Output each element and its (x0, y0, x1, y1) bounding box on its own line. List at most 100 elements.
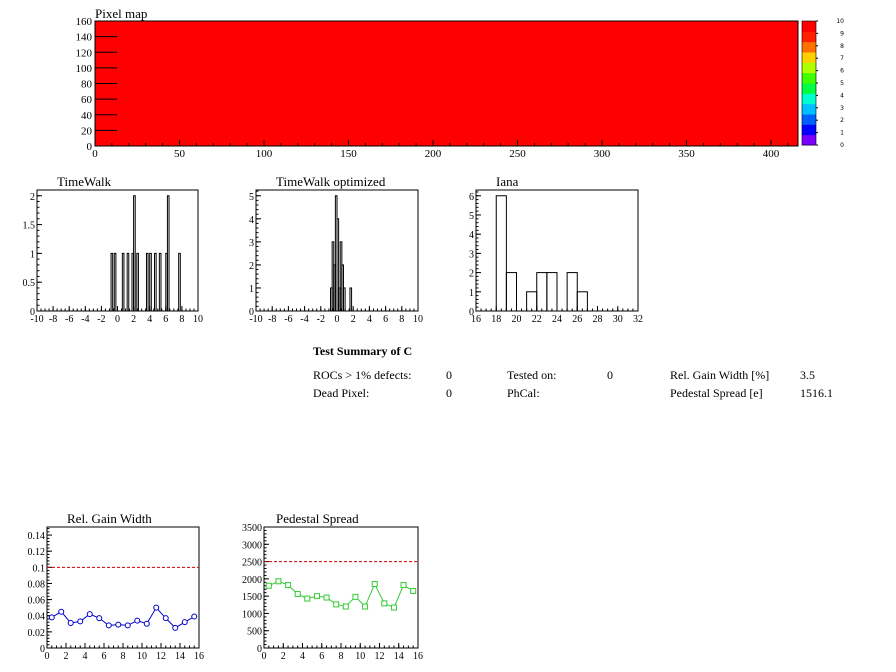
pixel-map-title: Pixel map (95, 6, 147, 21)
timewalk-x-tick-label: -8 (49, 314, 57, 325)
iana-bar (576, 291, 588, 312)
rel-gain-width-point (77, 618, 84, 625)
pixel-map-y-tick-label: 40 (81, 110, 93, 122)
timewalk-bar (110, 252, 114, 312)
timewalk-bar (121, 252, 125, 312)
pedestal-spread-point (304, 595, 311, 602)
summary-label-tested-on: Tested on: (507, 368, 557, 382)
palette-color-band (802, 93, 816, 105)
timewalk-bar (166, 195, 170, 312)
summary-value-rel-gain-width: 3.5 (800, 368, 815, 382)
rel-gain-width-y-tick-label: 0.06 (28, 596, 46, 607)
timewalk-optimized-bar (342, 287, 346, 312)
palette-tick-label: 8 (840, 43, 844, 50)
rel-gain-width-point (105, 622, 112, 629)
palette-tick-label: 10 (836, 18, 844, 25)
rel-gain-width-point (143, 620, 150, 627)
timewalk-bar (154, 252, 157, 312)
timewalk-y-tick-label: 0 (30, 307, 35, 318)
pedestal-spread-point (294, 591, 301, 598)
pixel-map-x-tick-label: 250 (509, 148, 526, 160)
pixel-map-x-tick-label: 100 (256, 148, 273, 160)
palette-tick-label: 5 (840, 80, 844, 87)
timewalk-optimized-x-tick-label: 10 (413, 314, 423, 325)
palette-color-band (802, 134, 816, 146)
summary-label-phcal: PhCal: (507, 386, 540, 400)
rel-gain-width-point (134, 617, 141, 624)
palette-color-band (802, 41, 816, 53)
timewalk-y-tick-label: 2 (30, 192, 35, 203)
pixel-map-y-tick-label: 160 (76, 16, 93, 28)
rel-gain-width-point (153, 604, 160, 611)
iana-x-tick-label: 16 (471, 314, 481, 325)
pedestal-spread-x-tick-label: 14 (394, 651, 404, 662)
pedestal-spread-point (362, 603, 369, 610)
pedestal-spread-y-tick-label: 0 (257, 644, 262, 655)
iana-bar (495, 195, 507, 312)
rel-gain-width-point (48, 614, 55, 621)
pixel-map-x-tick-label: 0 (92, 148, 98, 160)
pixel-map-x-tick-label: 350 (678, 148, 695, 160)
rel-gain-width-point (191, 613, 198, 620)
rel-gain-width-y-tick-label: 0.08 (28, 579, 46, 590)
timewalk-optimized-title: TimeWalk optimized (276, 174, 386, 189)
summary-label-pedestal-spread: Pedestal Spread [e] (670, 386, 763, 400)
iana-x-tick-label: 26 (572, 314, 582, 325)
timewalk-x-tick-label: -10 (30, 314, 43, 325)
timewalk-x-tick-label: -6 (65, 314, 73, 325)
summary-label-rel-gain-width: Rel. Gain Width [%] (670, 368, 770, 382)
pedestal-spread-x-tick-label: 4 (300, 651, 305, 662)
pedestal-spread-x-tick-label: 6 (319, 651, 324, 662)
palette-tick-label: 9 (840, 30, 844, 37)
pedestal-spread-point (265, 582, 272, 589)
summary-label-rocs-defects: ROCs > 1% defects: (313, 368, 412, 382)
pedestal-spread-x-tick-label: 8 (339, 651, 344, 662)
rel-gain-width-x-tick-label: 6 (102, 651, 107, 662)
rel-gain-width-point (124, 622, 131, 629)
timewalk-optimized-x-tick-label: 4 (367, 314, 372, 325)
timewalk-bar (126, 252, 130, 312)
rel-gain-width-y-tick-label: 0.12 (28, 547, 46, 558)
summary-value-rocs-defects: 0 (446, 368, 452, 382)
summary-label-dead-pixel: Dead Pixel: (313, 386, 370, 400)
rel-gain-width-point (162, 615, 169, 622)
summary-value-tested-on: 0 (607, 368, 613, 382)
timewalk-optimized-y-tick-label: 5 (249, 192, 254, 203)
timewalk-optimized-bar (336, 218, 340, 312)
iana-y-tick-label: 2 (469, 269, 474, 280)
palette-color-band (802, 21, 816, 32)
palette-tick-label: 6 (840, 68, 844, 75)
iana-title: Iana (496, 174, 519, 189)
timewalk-optimized-y-tick-label: 0 (249, 307, 254, 318)
palette-tick-label: 7 (840, 55, 844, 62)
iana-y-tick-label: 6 (469, 192, 474, 203)
timewalk-x-tick-label: -2 (97, 314, 105, 325)
iana-x-tick-label: 28 (593, 314, 603, 325)
pedestal-spread-x-tick-label: 10 (355, 651, 365, 662)
pedestal-spread-y-tick-label: 2500 (242, 558, 262, 569)
iana-x-tick-label: 30 (613, 314, 623, 325)
rel-gain-width-x-tick-label: 2 (64, 651, 69, 662)
pixel-map-x-tick-label: 200 (425, 148, 442, 160)
palette-color-band (802, 114, 816, 125)
timewalk-x-tick-label: 2 (131, 314, 136, 325)
pedestal-spread-x-tick-label: 16 (413, 651, 423, 662)
palette-tick-label: 0 (840, 142, 844, 149)
pixel-map-x-tick-label: 150 (340, 148, 357, 160)
iana-y-tick-label: 4 (469, 230, 474, 241)
rel-gain-width-point (58, 608, 65, 615)
timewalk-bar (133, 195, 136, 312)
rel-gain-width-point (86, 611, 93, 618)
timewalk-optimized-bar (349, 287, 353, 312)
rel-gain-width-x-tick-label: 0 (45, 651, 50, 662)
iana-x-tick-label: 18 (491, 314, 501, 325)
iana-x-tick-label: 24 (552, 314, 562, 325)
pixel-map-y-tick-label: 120 (76, 47, 93, 59)
iana-bar (526, 291, 538, 312)
timewalk-x-tick-label: -4 (81, 314, 89, 325)
timewalk-y-tick-label: 1 (30, 249, 35, 260)
timewalk-bar (158, 252, 162, 312)
pixel-map-x-tick-label: 50 (174, 148, 186, 160)
pedestal-spread-x-tick-label: 12 (375, 651, 385, 662)
